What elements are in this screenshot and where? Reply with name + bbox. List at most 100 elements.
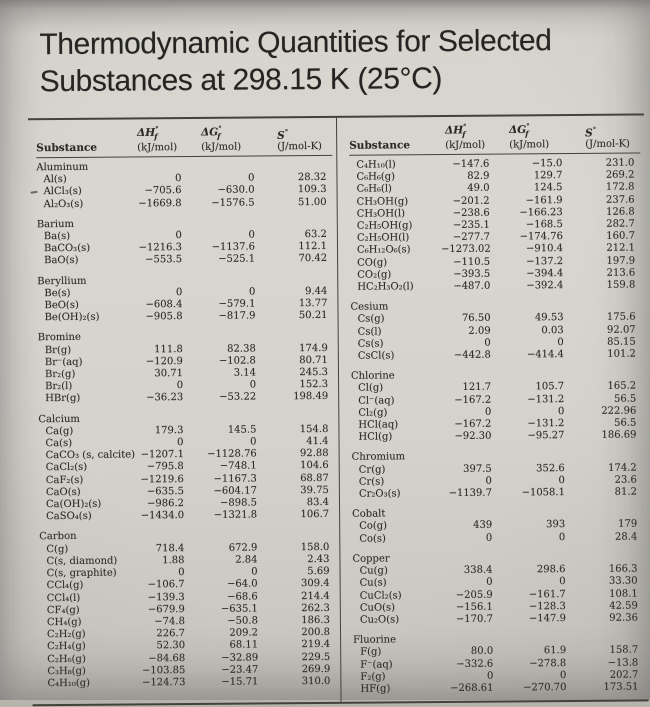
entropy-value: 174.9 [299, 342, 328, 354]
gibbs-value: −15.0 [531, 158, 563, 170]
table-row: Co(s) 0 0 28.4 [352, 531, 643, 545]
enthalpy-value: 0 [178, 567, 185, 579]
entropy-value: 175.6 [606, 311, 636, 324]
substance-formula: AlCl₃(s) [43, 186, 82, 198]
entropy-value: 214.4 [301, 590, 330, 602]
substance-formula: C₆H₆(g) [356, 171, 396, 183]
gibbs-value: 0 [558, 531, 566, 543]
column-header: S° (J/mol-K) [272, 125, 332, 153]
entropy-value: 83.4 [306, 497, 330, 509]
substance-formula: Ba(s) [43, 230, 71, 243]
gibbs-value: 0.03 [541, 324, 564, 336]
enthalpy-value: −679.9 [147, 603, 185, 616]
entropy-value: 158.7 [609, 644, 639, 657]
page-title-line2: Substances at 298.15 K (25°C) [39, 62, 443, 99]
substance-formula: CCl₄(l) [46, 592, 81, 604]
entropy-value: 33.30 [608, 575, 638, 588]
enthalpy-value: −124.73 [141, 676, 186, 689]
gibbs-value: 3.14 [233, 367, 257, 379]
enthalpy-value: 0 [485, 532, 493, 544]
substance-formula: CH₄(g) [46, 616, 82, 629]
enthalpy-value: −268.61 [450, 682, 494, 694]
gibbs-value: −32.89 [221, 652, 259, 664]
degree-symbol: ° [284, 126, 289, 136]
enthalpy-value: −1139.7 [448, 487, 492, 500]
substance-formula: Ca(g) [45, 425, 74, 438]
substance-formula: Cu₂O(s) [359, 614, 400, 626]
enthalpy-value: −635.5 [146, 485, 184, 498]
entropy-value: 23.6 [614, 474, 637, 486]
gibbs-value: 0 [558, 474, 565, 487]
gibbs-value: 49.53 [534, 312, 564, 324]
substance-formula: HCl(aq) [358, 419, 399, 431]
entropy-value: 9.44 [305, 285, 328, 297]
gibbs-value: −579.1 [218, 298, 256, 310]
entropy-value: 126.8 [606, 206, 635, 218]
column-header: ΔG°f (kJ/mol) [196, 123, 272, 153]
enthalpy-value: −487.0 [453, 280, 491, 292]
gibbs-value: −414.4 [526, 349, 564, 361]
substance-formula: CsCl(s) [357, 350, 395, 362]
enthalpy-value: −277.7 [452, 231, 490, 244]
entropy-value: 63.2 [304, 228, 327, 241]
gibbs-value: −161.7 [528, 588, 566, 600]
substance-formula: C₂H₅OH(l) [356, 232, 410, 244]
gibbs-value: 61.9 [543, 645, 567, 657]
element-group: Carbon C(g) 718.4 672.9 158.0 C(s, diamond) 1.… [39, 529, 336, 690]
enthalpy-value: −795.8 [146, 461, 184, 473]
gibbs-value: 2.84 [235, 554, 258, 566]
symbol-base: ΔG [509, 124, 527, 137]
gibbs-value: −1058.1 [521, 487, 565, 499]
quantity-symbol: ΔG°f [509, 120, 580, 139]
entropy-value: 2.43 [307, 553, 330, 566]
unit-label: (kJ/mol) [509, 139, 550, 151]
entropy-value: 39.75 [300, 484, 329, 497]
entropy-value: 186.3 [301, 614, 330, 627]
gibbs-value: 105.7 [535, 381, 565, 393]
enthalpy-value: −201.2 [452, 195, 490, 207]
substance-formula: Cl(g) [358, 382, 384, 395]
quantity-symbol: ΔG°f [201, 123, 272, 142]
gibbs-value: −270.70 [523, 682, 567, 694]
substance-formula: C₂H₆(g) [47, 653, 86, 665]
gibbs-value: −131.2 [527, 393, 565, 406]
gibbs-value: −635.1 [220, 603, 258, 615]
substance-formula: Br₂(l) [45, 381, 73, 393]
gibbs-value: 0 [557, 336, 564, 348]
table-body: Aluminum Al(s) 0 0 28.32 AlCl₃(s) −705.6 −630.0… [36, 160, 336, 690]
enthalpy-value: −1273.02 [440, 244, 491, 256]
entropy-value: 80.71 [299, 354, 328, 367]
gibbs-value: −394.4 [526, 267, 564, 280]
enthalpy-value: −608.4 [145, 299, 183, 311]
page-title: Thermodynamic Quantities for Selected Su… [39, 21, 650, 100]
entropy-value: 213.6 [606, 267, 636, 279]
substance-formula: HF(g) [360, 683, 391, 695]
enthalpy-value: −393.5 [453, 268, 491, 280]
gibbs-value: 209.2 [229, 627, 259, 639]
gibbs-value: 0 [249, 379, 257, 391]
entropy-value: 68.87 [300, 472, 329, 484]
symbol-base: ΔG [201, 126, 219, 139]
entropy-value: 92.07 [606, 324, 636, 336]
enthalpy-value: −1669.8 [138, 197, 182, 210]
element-group: Chromium Cr(g) 397.5 352.6 174.2 Cr(s) 0 0 23.6 C… [352, 450, 643, 501]
substance-formula: CuCl₂(s) [359, 589, 402, 602]
entropy-value: 173.51 [603, 681, 639, 693]
enthalpy-value: −167.2 [454, 394, 492, 406]
enthalpy-value: 0 [486, 670, 494, 682]
entropy-value: 28.4 [614, 531, 638, 543]
enthalpy-value: 0 [485, 475, 492, 487]
enthalpy-value: −1434.0 [140, 510, 185, 522]
substance-formula: CaCO₃ (s, calcite) [45, 449, 136, 462]
formation-subscript: f [525, 129, 529, 139]
enthalpy-value: −156.1 [455, 601, 493, 613]
gibbs-value: −50.8 [227, 615, 258, 627]
entropy-value: 198.49 [293, 391, 329, 403]
gibbs-value: −174.76 [519, 231, 563, 243]
element-group: Aluminum Al(s) 0 0 28.32 AlCl₃(s) −705.6 −630.0… [36, 160, 332, 211]
substance-formula: Cl₂(g) [358, 407, 388, 419]
enthalpy-value: 2.09 [468, 325, 491, 337]
enthalpy-value: 30.71 [154, 368, 184, 380]
gibbs-value: −392.4 [526, 280, 564, 292]
entropy-value: 56.5 [614, 417, 637, 429]
